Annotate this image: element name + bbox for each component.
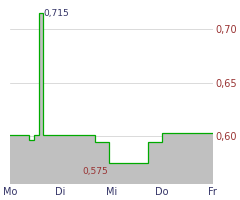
Text: 0,715: 0,715 [43, 9, 69, 18]
Text: 0,575: 0,575 [82, 167, 108, 176]
